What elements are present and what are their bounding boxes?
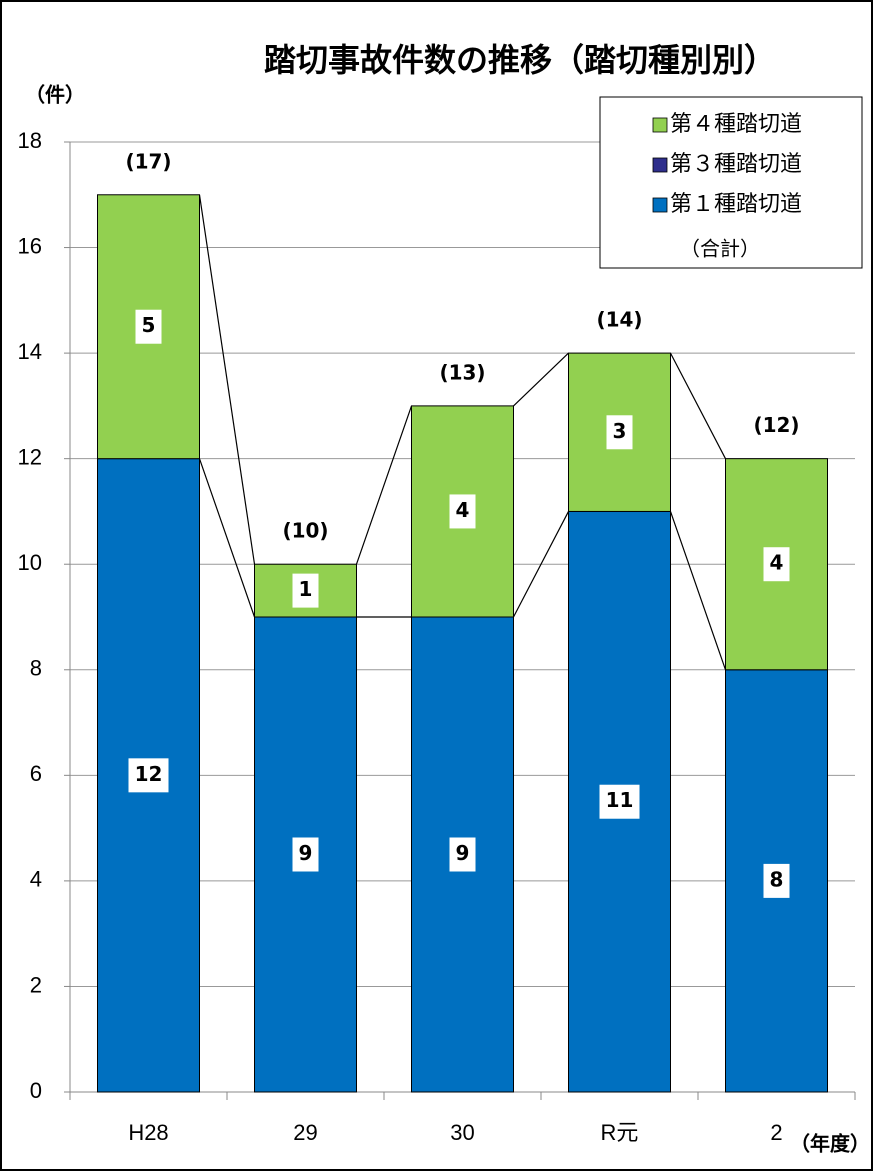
- data-label: 9: [456, 841, 470, 865]
- data-label-box: [135, 309, 162, 344]
- data-label: 11: [606, 788, 634, 812]
- total-label: (17): [125, 149, 171, 173]
- y-tick-label: 16: [18, 233, 42, 258]
- x-tick-label: R元: [601, 1120, 639, 1145]
- data-label-box: [606, 415, 633, 450]
- x-tick-label: H28: [128, 1120, 168, 1145]
- legend-label: 第４種踏切道: [670, 112, 802, 137]
- y-tick-label: 2: [30, 972, 42, 997]
- series-line: [513, 352, 569, 407]
- y-axis-label: （件）: [25, 83, 85, 107]
- legend-box: [599, 96, 863, 269]
- data-label-box: [763, 863, 790, 898]
- data-label: 1: [299, 577, 313, 601]
- total-label: (13): [439, 360, 485, 384]
- x-tick-label: 29: [293, 1120, 317, 1145]
- series-line: [512, 511, 570, 618]
- total-label: (14): [596, 308, 642, 332]
- legend-swatch: [652, 197, 668, 213]
- data-label-box: [449, 494, 476, 529]
- x-axis-label: （年度）: [790, 1132, 870, 1156]
- y-tick-label: 12: [18, 444, 42, 469]
- legend-swatch: [652, 117, 668, 133]
- data-label-box: [449, 837, 476, 872]
- data-label: 4: [456, 498, 470, 522]
- y-tick-label: 10: [18, 550, 42, 575]
- y-tick-label: 4: [30, 867, 42, 892]
- data-label-box: [128, 758, 169, 793]
- data-label: 12: [135, 762, 163, 786]
- y-tick-label: 18: [18, 128, 42, 153]
- total-label: (12): [753, 413, 799, 437]
- series-line: [355, 405, 413, 565]
- series-line: [198, 194, 256, 565]
- data-label-box: [292, 573, 319, 608]
- legend-note: （合計）: [680, 237, 760, 261]
- data-label-box: [292, 837, 319, 872]
- series-line: [669, 352, 727, 459]
- y-tick-label: 0: [30, 1078, 42, 1103]
- data-label: 4: [770, 551, 784, 575]
- data-label: 3: [613, 419, 627, 443]
- data-label-box: [763, 547, 790, 582]
- x-tick-label: 30: [450, 1120, 474, 1145]
- chart-title: 踏切事故件数の推移（踏切種別別）: [264, 41, 776, 79]
- total-label: (10): [282, 519, 328, 543]
- series-line: [198, 458, 256, 618]
- data-label: 8: [770, 867, 784, 891]
- data-label: 5: [142, 313, 156, 337]
- x-tick-label: 2: [770, 1120, 782, 1145]
- y-tick-label: 14: [18, 339, 42, 364]
- bar-segment: [725, 669, 828, 1093]
- data-label-box: [599, 784, 640, 819]
- legend-label: 第１種踏切道: [670, 192, 802, 217]
- series-line: [669, 511, 727, 670]
- y-tick-label: 8: [30, 656, 42, 681]
- y-tick-label: 6: [30, 761, 42, 786]
- legend-swatch: [652, 157, 668, 173]
- data-label: 9: [299, 841, 313, 865]
- legend-label: 第３種踏切道: [670, 152, 802, 177]
